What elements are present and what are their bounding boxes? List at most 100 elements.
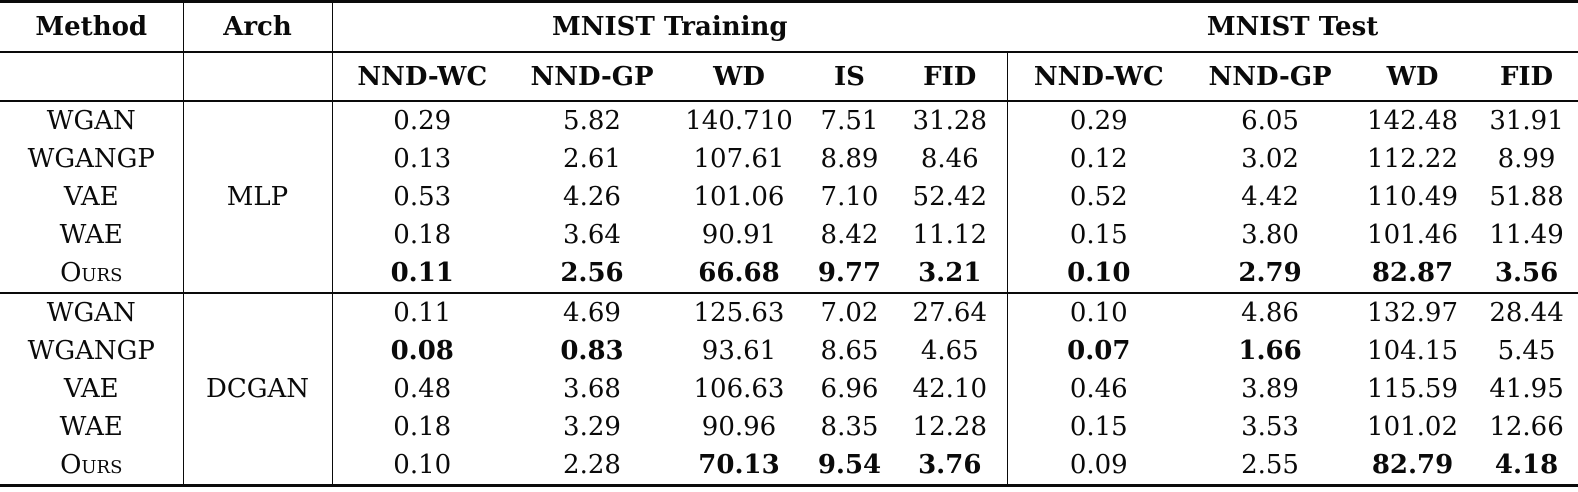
value-cell: 41.95 [1489, 374, 1564, 404]
method-cell: WGAN [0, 293, 184, 332]
value-cell: 51.88 [1489, 182, 1564, 212]
value-cell: 3.68 [563, 374, 621, 404]
value-cell: 0.29 [1069, 106, 1128, 136]
subheader-empty-arch [183, 52, 333, 101]
value-cell: 7.10 [820, 182, 879, 212]
value-cell: 142.48 [1367, 106, 1459, 136]
col-header-train-wd: WD [713, 61, 765, 92]
value-cell: 140.710 [685, 106, 793, 136]
method-cell: Ours [0, 254, 184, 293]
value-cell: 82.79 [1371, 450, 1454, 480]
value-cell: 2.28 [563, 450, 621, 480]
value-cell: 0.83 [560, 336, 624, 366]
value-cell: 2.79 [1238, 258, 1302, 288]
value-cell: 0.15 [1069, 220, 1128, 250]
value-cell: 2.56 [560, 258, 624, 288]
value-cell: 90.96 [701, 412, 777, 442]
subheader-empty-method [0, 52, 184, 101]
col-header-test-nnd-gp: NND-GP [1208, 61, 1332, 92]
col-header-method: Method [0, 1, 184, 52]
value-cell: 112.22 [1367, 144, 1459, 174]
value-cell: 0.10 [1067, 258, 1131, 288]
value-cell: 6.96 [820, 374, 879, 404]
header-group-row: Method Arch MNIST Training MNIST Test [0, 1, 1578, 52]
col-header-train-nnd-wc: NND-WC [357, 61, 488, 92]
value-cell: 0.11 [390, 258, 454, 288]
value-cell: 3.29 [563, 412, 621, 442]
header-sub-row: NND-WC NND-GP WD IS FID NND-WC NND-GP WD… [0, 52, 1578, 101]
value-cell: 0.18 [393, 412, 452, 442]
value-cell: 70.13 [698, 450, 780, 480]
value-cell: 0.18 [393, 220, 452, 250]
value-cell: 0.48 [393, 374, 452, 404]
method-cell: WGANGP [0, 332, 184, 370]
value-cell: 9.77 [817, 258, 882, 288]
value-cell: 0.46 [1069, 374, 1128, 404]
value-cell: 101.06 [693, 182, 785, 212]
value-cell: 101.02 [1367, 412, 1459, 442]
value-cell: 28.44 [1489, 298, 1564, 328]
value-cell: 93.61 [701, 336, 777, 366]
value-cell: 0.52 [1069, 182, 1128, 212]
value-cell: 115.59 [1367, 374, 1459, 404]
table-row: Ours 0.10 2.28 70.13 9.54 3.76 0.09 2.55 82.79 4.… [0, 446, 1578, 486]
value-cell: 8.65 [820, 336, 879, 366]
arch-cell: MLP [183, 101, 333, 293]
value-cell: 31.91 [1489, 106, 1564, 136]
value-cell: 110.49 [1367, 182, 1459, 212]
col-header-arch: Arch [183, 1, 333, 52]
table-row: WGAN DCGAN 0.11 4.69 125.63 7.02 27.64 0.10 4.86… [0, 293, 1578, 486]
method-cell: VAE [0, 178, 184, 216]
value-cell: 4.42 [1241, 182, 1299, 212]
col-header-train-fid: FID [893, 52, 1008, 101]
value-cell: 12.66 [1489, 412, 1564, 442]
method-cell: WAE [0, 408, 184, 446]
value-cell: 4.65 [893, 332, 1008, 370]
value-cell: 8.89 [820, 144, 879, 174]
value-cell: 31.28 [893, 101, 1008, 140]
value-cell: 3.56 [1494, 258, 1559, 288]
table-row: WGANGP 0.08 0.83 93.61 8.65 4.65 0.07 1.66 104.1… [0, 332, 1578, 370]
value-cell: 4.86 [1241, 298, 1299, 328]
table-row: WAE 0.18 3.29 90.96 8.35 12.28 0.15 3.53 101.02 1… [0, 408, 1578, 446]
value-cell: 12.28 [893, 408, 1008, 446]
value-cell: 0.53 [393, 182, 452, 212]
method-cell: WGANGP [0, 140, 184, 178]
value-cell: 3.80 [1241, 220, 1299, 250]
value-cell: 2.55 [1241, 450, 1299, 480]
value-cell: 101.46 [1367, 220, 1459, 250]
value-cell: 52.42 [893, 178, 1008, 216]
value-cell: 6.05 [1241, 106, 1299, 136]
value-cell: 82.87 [1371, 258, 1454, 288]
value-cell: 42.10 [893, 370, 1008, 408]
arch-block-dcgan: WGAN DCGAN 0.11 4.69 125.63 7.02 27.64 0.10 4.86… [0, 293, 1578, 486]
value-cell: 3.21 [893, 254, 1008, 293]
value-cell: 8.35 [820, 412, 879, 442]
value-cell: 0.10 [1069, 298, 1128, 328]
value-cell: 0.29 [393, 106, 452, 136]
value-cell: 0.11 [393, 298, 452, 328]
value-cell: 132.97 [1367, 298, 1459, 328]
method-cell: WAE [0, 216, 184, 254]
value-cell: 7.02 [820, 298, 879, 328]
value-cell: 1.66 [1238, 336, 1302, 366]
table-row: WGANGP 0.13 2.61 107.61 8.89 8.46 0.12 3.02 112.… [0, 140, 1578, 178]
value-cell: 125.63 [693, 298, 785, 328]
value-cell: 5.45 [1497, 336, 1556, 366]
value-cell: 3.64 [563, 220, 621, 250]
value-cell: 2.61 [563, 144, 621, 174]
value-cell: 4.26 [563, 182, 621, 212]
arch-block-mlp: WGAN MLP 0.29 5.82 140.710 7.51 31.28 0.29 6.05 1… [0, 101, 1578, 293]
col-header-train-nnd-gp: NND-GP [530, 61, 654, 92]
table-row: VAE 0.48 3.68 106.63 6.96 42.10 0.46 3.89 115.59… [0, 370, 1578, 408]
value-cell: 11.12 [893, 216, 1008, 254]
col-header-train-is: IS [834, 61, 865, 92]
table-row: WAE 0.18 3.64 90.91 8.42 11.12 0.15 3.80 101.46 1… [0, 216, 1578, 254]
value-cell: 107.61 [693, 144, 785, 174]
value-cell: 3.89 [1241, 374, 1299, 404]
col-header-test-nnd-wc: NND-WC [1033, 61, 1164, 92]
value-cell: 66.68 [698, 258, 780, 288]
method-cell: Ours [0, 446, 184, 486]
